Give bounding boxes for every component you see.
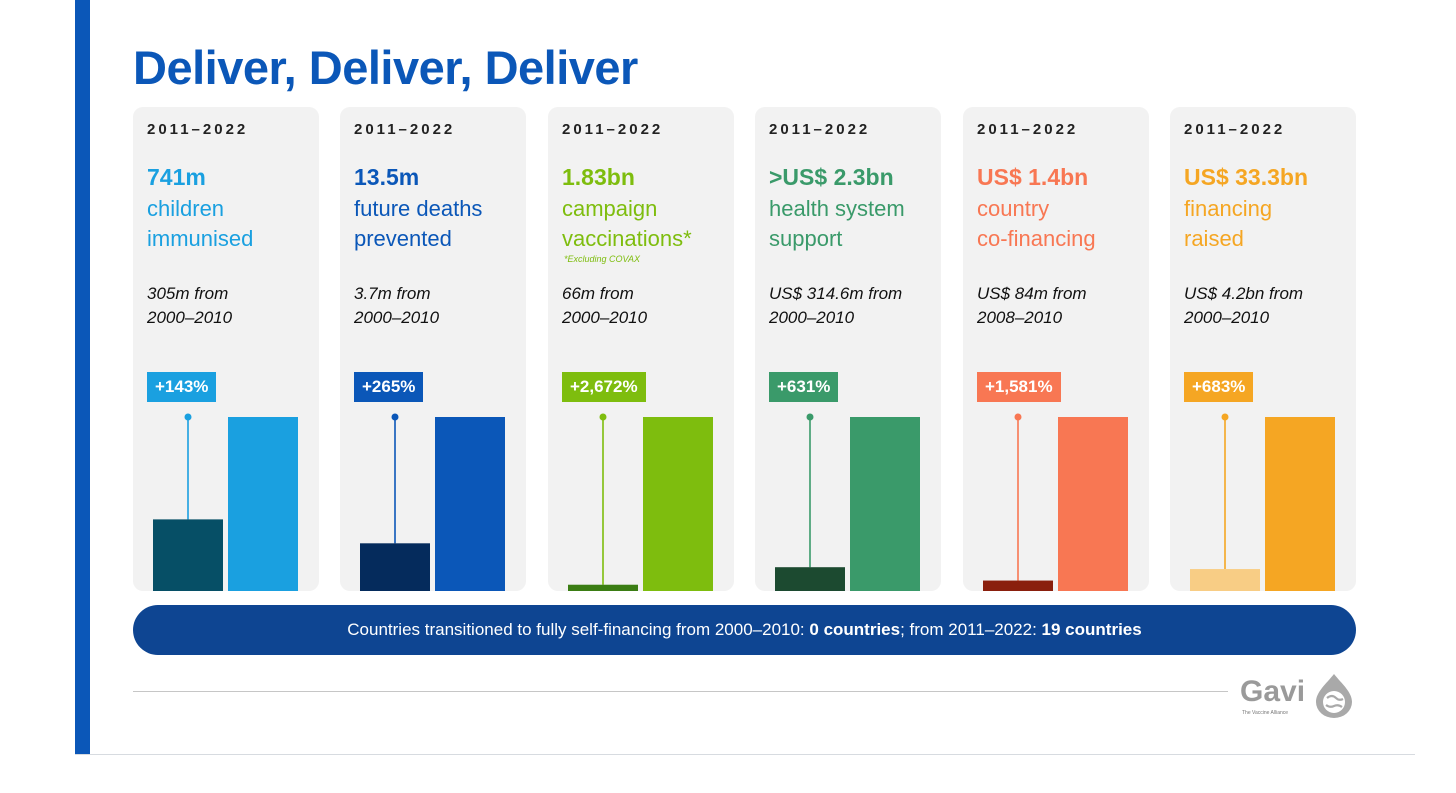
growth-connector-dot [1014,413,1022,421]
metric-value: 1.83bn [562,164,635,190]
comparison-bar-chart [568,413,713,591]
comparison-bar-chart [153,413,298,591]
growth-badge: +265% [354,372,424,402]
comparison-line-2: 2000–2010 [147,308,233,327]
slide-title: Deliver, Deliver, Deliver [133,41,638,94]
metric-value: 741m [147,164,206,190]
comparison-line-1: 305m from [147,284,229,303]
bar-previous-period [1190,569,1260,591]
metric-value: 13.5m [354,164,420,190]
growth-badge: +1,581% [977,372,1061,402]
metric-panel-6: 2011–2022 US$ 33.3bn financing raised US$ 4.… [1170,107,1356,591]
bar-2011-2022 [435,417,505,591]
banner-prefix: Countries transitioned to fully self-fin… [347,620,810,639]
bar-previous-period [360,543,430,591]
logo-tagline: The Vaccine Alliance [1242,710,1289,716]
metric-panel-5: 2011–2022 US$ 1.4bn country co-financing US$… [963,107,1149,591]
metric-footnote: *Excluding COVAX [564,254,641,264]
metric-panel-2: 2011–2022 13.5m future deaths prevented 3.7m… [340,107,526,591]
growth-connector-dot [806,413,814,421]
comparison-line-1: US$ 314.6m from [769,284,903,303]
metric-description-line-1: children [147,196,225,221]
comparison-bar-chart [360,413,505,591]
metric-description-line-2: prevented [354,226,452,251]
banner-value-2011-2022: 19 countries [1041,620,1142,639]
bar-2011-2022 [228,417,298,591]
metric-description-line-1: future deaths [354,196,483,221]
metric-description-line-2: raised [1184,226,1244,251]
growth-badge: +683% [1184,372,1254,402]
metric-description-line-2: immunised [147,226,254,251]
comparison-line-2: 2000–2010 [562,308,648,327]
metric-value: US$ 33.3bn [1184,164,1308,190]
banner-value-2000-2010: 0 countries [809,620,901,639]
period-label: 2011–2022 [769,121,871,138]
comparison-line-2: 2008–2010 [977,308,1063,327]
period-label: 2011–2022 [977,121,1079,138]
bar-previous-period [153,519,223,591]
period-label: 2011–2022 [354,121,456,138]
metric-panel-3: 2011–2022 1.83bn campaign vaccinations* *Exc… [548,107,734,591]
period-label: 2011–2022 [562,121,664,138]
bar-2011-2022 [1265,417,1335,591]
period-label: 2011–2022 [1184,121,1286,138]
growth-connector-dot [1221,413,1229,421]
metric-value: US$ 1.4bn [977,164,1089,190]
metric-description-line-1: financing [1184,196,1273,221]
metric-description-line-2: support [769,226,843,251]
metric-panel-1: 2011–2022 741m children immunised 305m from 2… [133,107,319,591]
period-label: 2011–2022 [147,121,249,138]
growth-badge: +143% [147,372,217,402]
growth-connector-dot [599,413,607,421]
metric-description-line-1: campaign [562,196,658,221]
gavi-logo: Gavi The Vaccine Alliance [1240,672,1360,720]
logo-wordmark: Gavi [1240,675,1306,708]
metric-description-line-2: vaccinations* [562,226,692,251]
metric-value: >US$ 2.3bn [769,164,894,190]
comparison-line-1: US$ 4.2bn from [1184,284,1304,303]
drop-globe-icon [1316,674,1352,718]
comparison-line-2: 2000–2010 [1184,308,1270,327]
bar-2011-2022 [850,417,920,591]
self-financing-banner: Countries transitioned to fully self-fin… [133,605,1356,655]
growth-connector-dot [391,413,399,421]
metric-description-line-2: co-financing [977,226,1096,251]
footer-divider [133,691,1228,692]
comparison-bar-chart [775,413,920,591]
comparison-line-1: 3.7m from [354,284,431,303]
metric-description-line-1: health system [769,196,905,221]
comparison-bar-chart [983,413,1128,591]
growth-connector-dot [184,413,192,421]
accent-bar [75,0,90,755]
comparison-line-1: US$ 84m from [977,284,1087,303]
comparison-bar-chart [1190,413,1335,591]
growth-badge: +2,672% [562,372,646,402]
bar-2011-2022 [1058,417,1128,591]
comparison-line-2: 2000–2010 [769,308,855,327]
slide-bottom-edge [75,754,1415,755]
comparison-line-1: 66m from [562,284,634,303]
metric-panel-4: 2011–2022 >US$ 2.3bn health system support U… [755,107,941,591]
bar-previous-period [983,580,1053,591]
bar-previous-period [568,584,638,591]
comparison-line-2: 2000–2010 [354,308,440,327]
growth-badge: +631% [769,372,839,402]
banner-middle: ; from 2011–2022: [900,620,1042,639]
bar-previous-period [775,567,845,591]
bar-2011-2022 [643,417,713,591]
metric-description-line-1: country [977,196,1050,221]
